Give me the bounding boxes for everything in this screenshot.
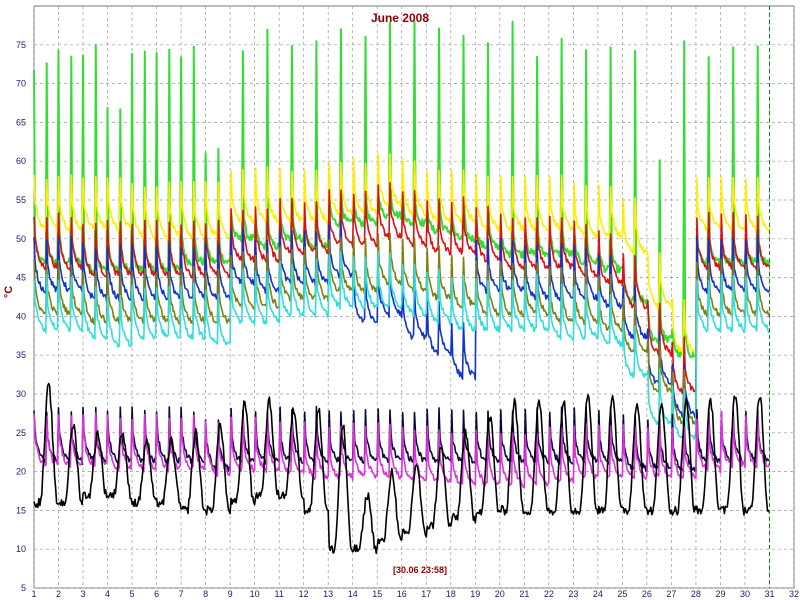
x-tick-label: 16 bbox=[397, 589, 407, 599]
x-tick-label: 32 bbox=[789, 589, 799, 599]
x-tick-label: 12 bbox=[299, 589, 309, 599]
series-line bbox=[33, 181, 770, 395]
x-tick-label: 6 bbox=[154, 589, 159, 599]
x-tick-label: 28 bbox=[691, 589, 701, 599]
y-tick-label: 75 bbox=[16, 40, 26, 50]
y-tick-label: 30 bbox=[16, 389, 26, 399]
y-axis-label: °C bbox=[3, 286, 15, 298]
x-tick-label: 29 bbox=[715, 589, 725, 599]
x-tick-label: 24 bbox=[593, 589, 603, 599]
x-tick-label: 20 bbox=[495, 589, 505, 599]
y-tick-label: 5 bbox=[21, 583, 26, 593]
series-line bbox=[33, 410, 771, 489]
x-tick-label: 17 bbox=[421, 589, 431, 599]
x-tick-label: 4 bbox=[105, 589, 110, 599]
x-tick-label: 9 bbox=[228, 589, 233, 599]
x-tick-label: 11 bbox=[274, 589, 283, 599]
series-line bbox=[33, 382, 771, 555]
y-tick-label: 15 bbox=[16, 505, 26, 515]
series-line bbox=[33, 250, 771, 440]
x-tick-label: 3 bbox=[81, 589, 86, 599]
x-tick-label: 18 bbox=[446, 589, 456, 599]
y-tick-label: 45 bbox=[16, 273, 26, 283]
y-tick-label: 65 bbox=[16, 117, 26, 127]
y-tick-label: 50 bbox=[16, 234, 26, 244]
y-tick-label: 55 bbox=[16, 195, 26, 205]
axes: 1 2 3 4 5 6 7 8 9 10 11 12 13 14 15 16 17 18 19 20 21 22 23 24 2… bbox=[16, 6, 799, 599]
x-tick-label: 1 bbox=[31, 589, 36, 599]
x-tick-label: 13 bbox=[323, 589, 333, 599]
series-line bbox=[33, 220, 771, 419]
x-tick-label: 25 bbox=[617, 589, 627, 599]
y-tick-label: 20 bbox=[16, 467, 26, 477]
y-tick-label: 70 bbox=[16, 79, 26, 89]
y-tick-label: 60 bbox=[16, 156, 26, 166]
x-tick-label: 22 bbox=[544, 589, 554, 599]
timestamp-footer: [30.06 23:58] bbox=[393, 565, 447, 575]
x-tick-label: 30 bbox=[740, 589, 750, 599]
y-tick-label: 40 bbox=[16, 311, 26, 321]
x-tick-label: 26 bbox=[642, 589, 652, 599]
x-tick-label: 15 bbox=[372, 589, 382, 599]
y-tick-label: 35 bbox=[16, 350, 26, 360]
y-tick-label: 10 bbox=[16, 544, 26, 554]
x-tick-label: 5 bbox=[130, 589, 135, 599]
x-tick-label: 27 bbox=[666, 589, 676, 599]
x-tick-label: 19 bbox=[470, 589, 480, 599]
x-tick-label: 31 bbox=[764, 589, 774, 599]
x-tick-label: 8 bbox=[203, 589, 208, 599]
x-tick-label: 2 bbox=[56, 589, 61, 599]
y-tick-label: 25 bbox=[16, 428, 26, 438]
x-tick-label: 14 bbox=[348, 589, 358, 599]
x-tick-label: 10 bbox=[250, 589, 260, 599]
x-tick-label: 21 bbox=[519, 589, 529, 599]
chart-title: June 2008 bbox=[371, 11, 429, 25]
x-tick-label: 23 bbox=[568, 589, 578, 599]
x-tick-label: 7 bbox=[179, 589, 184, 599]
series-group bbox=[33, 20, 771, 555]
